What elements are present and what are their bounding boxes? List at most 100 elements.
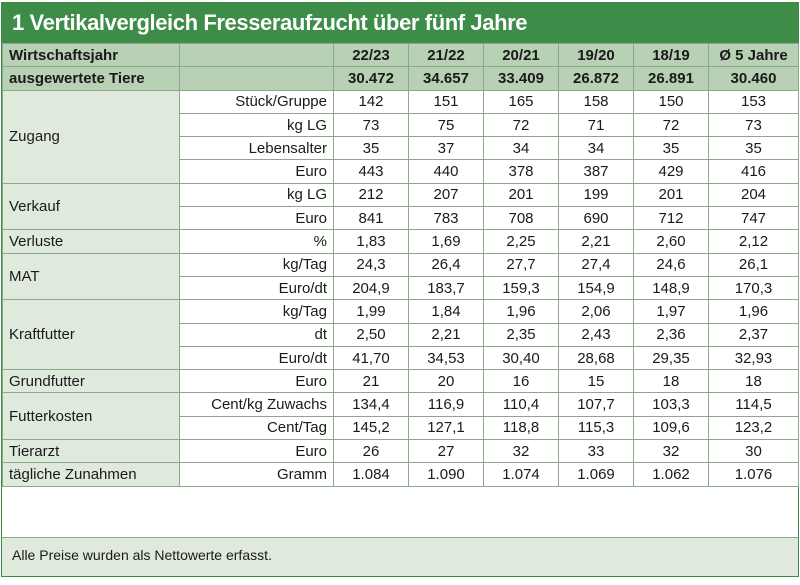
animals-value: 33.409 <box>483 66 559 91</box>
header-label: Wirtschaftsjahr <box>2 42 180 68</box>
unit-label: dt <box>179 322 334 347</box>
comparison-table: Wirtschaftsjahr 22/23 21/22 20/21 19/20 … <box>2 42 799 487</box>
value-cell: 1,96 <box>708 299 799 324</box>
table-row: kg LG 73 75 72 71 72 73 <box>3 112 799 138</box>
table-row: Zugang Stück/Gruppe 142 151 165 158 150 153 <box>2 89 799 184</box>
value-cell: 440 <box>408 159 484 184</box>
table-row: Verkauf kg LG 212 207 201 199 201 204 <box>2 182 799 231</box>
header-year: Ø 5 Jahre <box>708 42 799 68</box>
value-cell: 1.090 <box>408 462 484 487</box>
value-cell: 32,93 <box>708 345 799 371</box>
value-cell: 148,9 <box>633 275 709 301</box>
value-cell: 118,8 <box>483 415 559 441</box>
value-cell: 1.084 <box>333 462 409 487</box>
value-cell: 1,97 <box>633 299 709 324</box>
value-cell: 134,4 <box>333 392 409 417</box>
unit-label: Cent/kg Zuwachs <box>179 392 334 417</box>
animals-row: ausgewertete Tiere 30.472 34.657 33.409 … <box>2 66 799 91</box>
table-row: tägliche Zunahmen Gramm 1.084 1.090 1.074 1.0… <box>2 462 799 487</box>
value-cell: 34,53 <box>408 345 484 371</box>
table-row: MAT kg/Tag 24,3 26,4 27,7 27,4 24,6 26,1 <box>2 252 799 301</box>
group-label: tägliche Zunahmen <box>2 462 180 487</box>
header-year: 22/23 <box>333 42 409 68</box>
group-label: Grundfutter <box>2 369 180 394</box>
value-cell: 26,1 <box>708 252 799 277</box>
group-label: Verkauf <box>2 182 180 231</box>
table-row: Euro/dt 41,70 34,53 30,40 28,68 29,35 32,93 <box>3 345 799 371</box>
unit-label: kg/Tag <box>179 299 334 324</box>
value-cell: 1,83 <box>333 229 409 254</box>
value-cell: 29,35 <box>633 345 709 371</box>
unit-label: Euro <box>179 439 334 464</box>
value-cell: 34 <box>483 136 559 161</box>
table-row: dt 2,50 2,21 2,35 2,43 2,36 2,37 <box>3 322 799 347</box>
value-cell: 378 <box>483 159 559 184</box>
value-cell: 783 <box>408 206 484 231</box>
value-cell: 103,3 <box>633 392 709 417</box>
unit-label: kg/Tag <box>179 252 334 277</box>
value-cell: 712 <box>633 206 709 231</box>
value-cell: 183,7 <box>408 275 484 301</box>
unit-label: Euro <box>179 369 334 394</box>
value-cell: 15 <box>558 369 634 394</box>
header-year: 18/19 <box>633 42 709 68</box>
animals-value: 30.460 <box>708 66 799 91</box>
table-row: Verluste% 1,83 1,69 2,25 2,21 2,60 2,12 <box>2 229 799 254</box>
footnote: Alle Preise wurden als Nettowerte erfass… <box>2 537 798 576</box>
value-cell: 27 <box>408 439 484 464</box>
value-cell: 32 <box>483 439 559 464</box>
header-year: 21/22 <box>408 42 484 68</box>
value-cell: 21 <box>333 369 409 394</box>
value-cell: 199 <box>558 182 634 208</box>
value-cell: 429 <box>633 159 709 184</box>
value-cell: 35 <box>633 136 709 161</box>
value-cell: 35 <box>333 136 409 161</box>
value-cell: 115,3 <box>558 415 634 441</box>
header-year: 20/21 <box>483 42 559 68</box>
value-cell: 204 <box>708 182 799 208</box>
unit-label: Euro <box>179 206 334 231</box>
value-cell: 24,6 <box>633 252 709 277</box>
value-cell: 27,7 <box>483 252 559 277</box>
group-label: Futterkosten <box>2 392 180 441</box>
animals-value: 26.891 <box>633 66 709 91</box>
value-cell: 73 <box>333 112 409 138</box>
group-label: MAT <box>2 252 180 301</box>
value-cell: 151 <box>408 89 484 114</box>
unit-label: Lebensalter <box>179 136 334 161</box>
value-cell: 153 <box>708 89 799 114</box>
value-cell: 416 <box>708 159 799 184</box>
unit-label: Euro/dt <box>179 345 334 371</box>
value-cell: 24,3 <box>333 252 409 277</box>
value-cell: 34 <box>558 136 634 161</box>
value-cell: 18 <box>633 369 709 394</box>
table-row: Lebensalter 35 37 34 34 35 35 <box>3 136 799 161</box>
value-cell: 443 <box>333 159 409 184</box>
value-cell: 2,12 <box>708 229 799 254</box>
group-label: Tierarzt <box>2 439 180 464</box>
unit-label: Euro/dt <box>179 275 334 301</box>
table-row: Euro 443 440 378 387 429 416 <box>3 159 799 184</box>
value-cell: 27,4 <box>558 252 634 277</box>
unit-label: Cent/Tag <box>179 415 334 441</box>
header-row: Wirtschaftsjahr 22/23 21/22 20/21 19/20 … <box>2 42 799 68</box>
value-cell: 30 <box>708 439 799 464</box>
value-cell: 72 <box>483 112 559 138</box>
value-cell: 2,21 <box>408 322 484 347</box>
value-cell: 1.076 <box>708 462 799 487</box>
value-cell: 2,37 <box>708 322 799 347</box>
animals-value: 34.657 <box>408 66 484 91</box>
value-cell: 114,5 <box>708 392 799 417</box>
value-cell: 37 <box>408 136 484 161</box>
value-cell: 201 <box>483 182 559 208</box>
animals-value: 26.872 <box>558 66 634 91</box>
table-title: 1 Vertikalvergleich Fresseraufzucht über… <box>2 3 798 43</box>
value-cell: 212 <box>333 182 409 208</box>
value-cell: 165 <box>483 89 559 114</box>
value-cell: 2,06 <box>558 299 634 324</box>
animals-unit-cell <box>179 66 334 91</box>
table-row: Grundfutter Euro 21 20 16 15 18 18 <box>2 369 799 394</box>
value-cell: 1,84 <box>408 299 484 324</box>
table-row: Futterkosten Cent/kg Zuwachs 134,4 116,9 110… <box>2 392 799 441</box>
